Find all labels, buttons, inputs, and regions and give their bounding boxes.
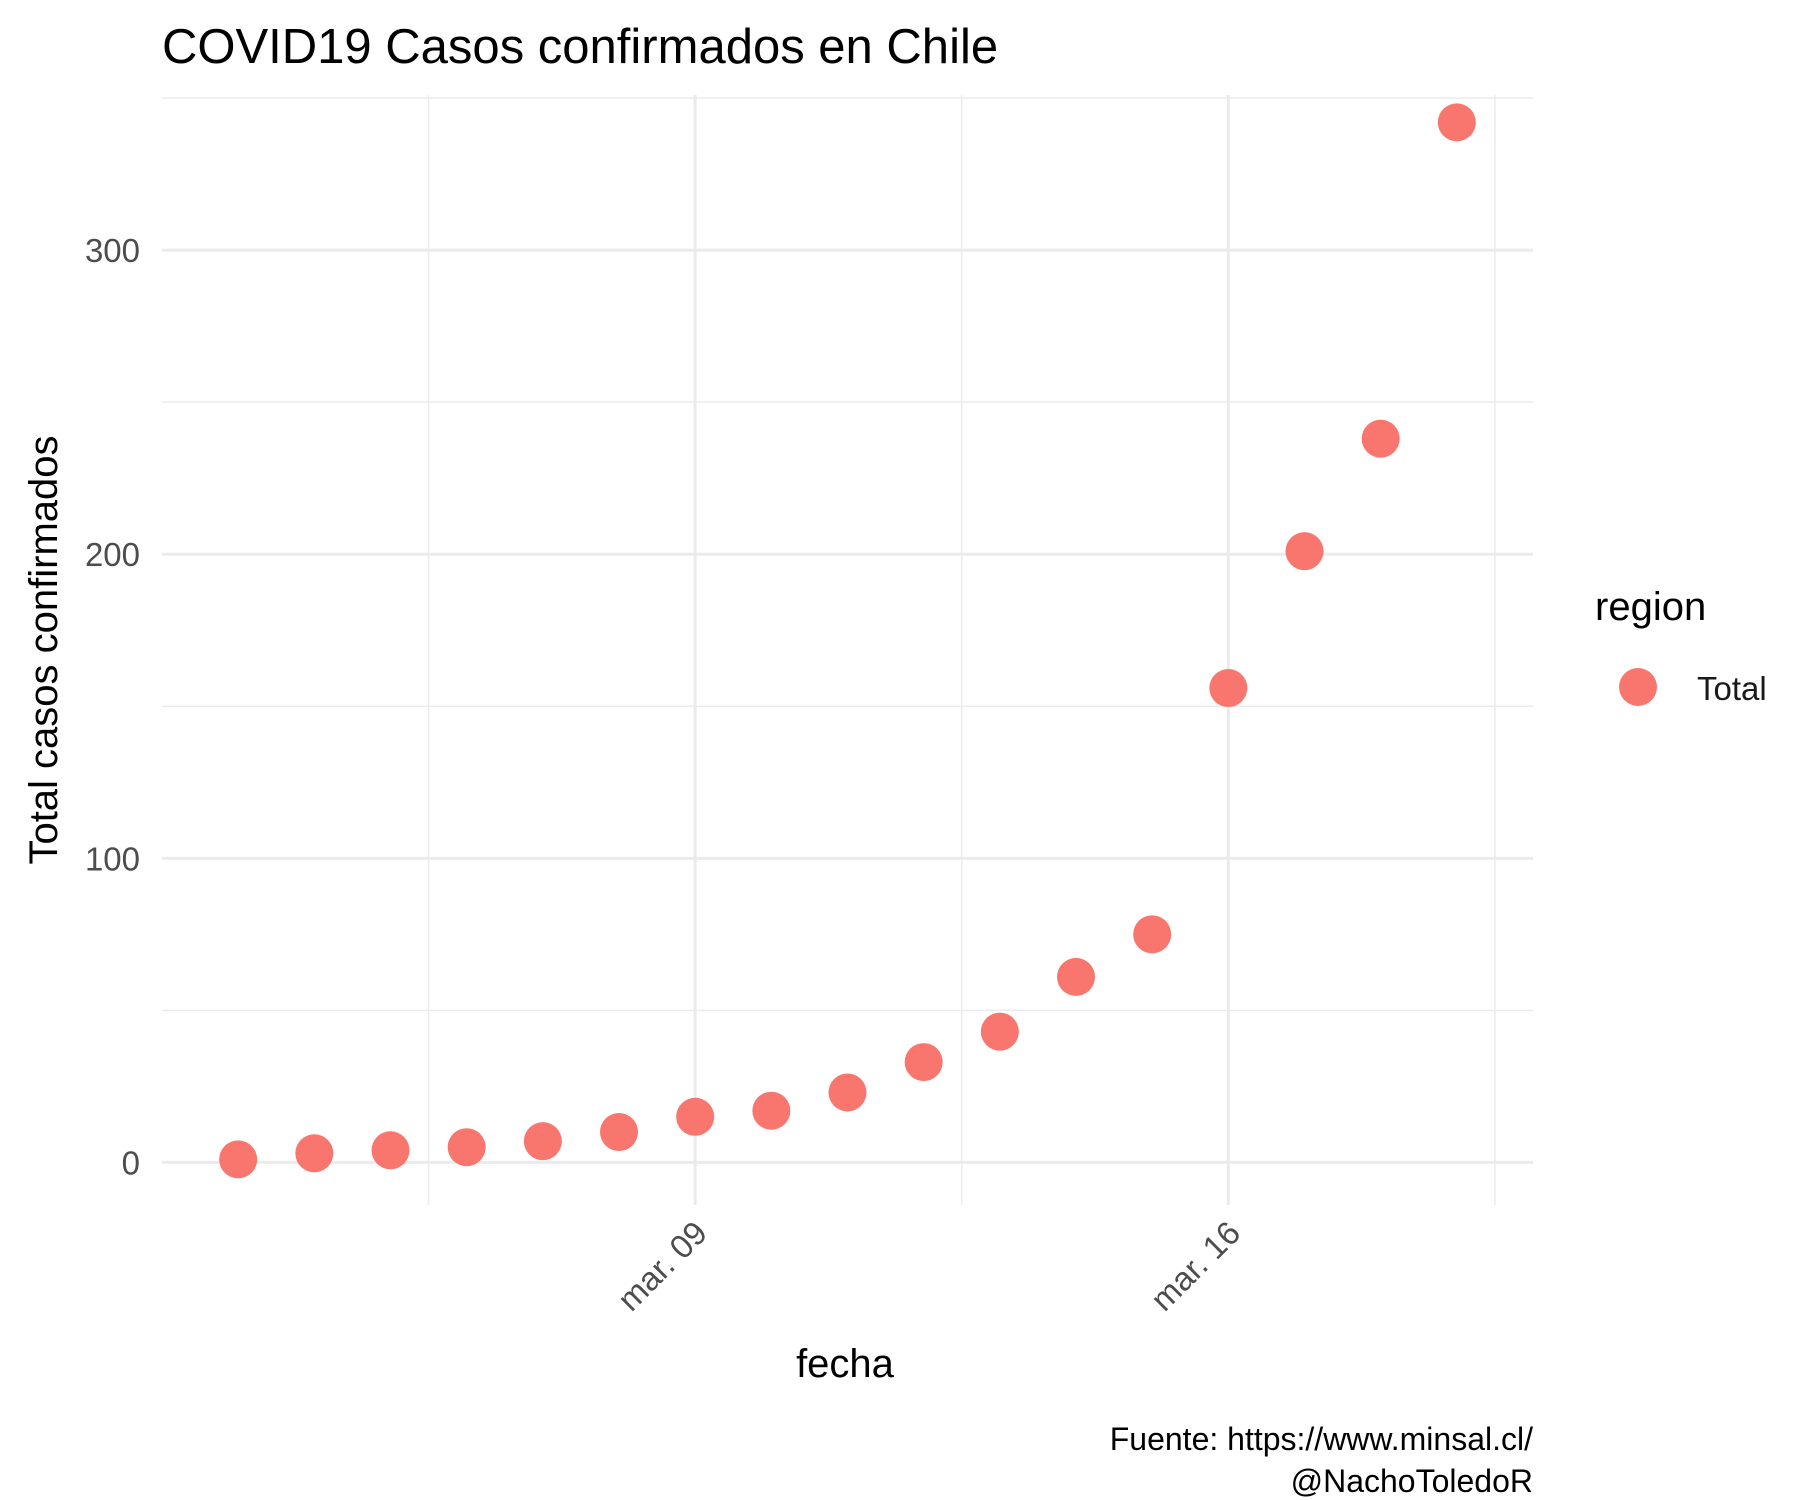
data-point	[523, 1122, 562, 1161]
caption-source: Fuente: https://www.minsal.cl/	[1110, 1421, 1533, 1457]
data-point	[1285, 532, 1324, 571]
data-point	[600, 1113, 638, 1152]
data-point	[1133, 915, 1172, 954]
data-point	[371, 1131, 410, 1170]
y-axis-title: Total casos confirmados	[22, 435, 66, 864]
x-tick-label: mar. 16	[1143, 1214, 1247, 1318]
data-point	[295, 1134, 334, 1173]
data-point	[828, 1073, 867, 1112]
legend-title: region	[1595, 585, 1706, 629]
legend: region Total	[1595, 585, 1767, 707]
chart-title: COVID19 Casos confirmados en Chile	[162, 20, 998, 74]
legend-key-total	[1619, 668, 1657, 706]
y-axis-tick-labels: 0 100 200 300	[85, 232, 140, 1181]
y-tick-label: 200	[85, 536, 140, 573]
grid-layer	[162, 95, 1533, 1205]
caption-author: @NachoToledoR	[1291, 1463, 1533, 1499]
data-point	[676, 1097, 715, 1136]
data-point	[447, 1128, 486, 1167]
data-point	[752, 1091, 791, 1130]
data-point	[219, 1140, 258, 1179]
data-point	[1361, 419, 1400, 458]
data-point	[1209, 669, 1248, 708]
data-point	[904, 1043, 943, 1082]
y-tick-label: 0	[122, 1144, 140, 1181]
y-tick-label: 100	[85, 840, 140, 877]
data-point	[1437, 103, 1476, 142]
x-axis-title: fecha	[796, 1342, 895, 1386]
x-axis-tick-labels: mar. 09 mar. 16	[610, 1214, 1247, 1318]
points-layer	[219, 103, 1476, 1179]
data-point	[1057, 957, 1095, 996]
x-tick-label: mar. 09	[610, 1214, 714, 1318]
legend-label-total: Total	[1697, 670, 1767, 707]
y-tick-label: 300	[85, 232, 140, 269]
data-point	[980, 1012, 1019, 1051]
